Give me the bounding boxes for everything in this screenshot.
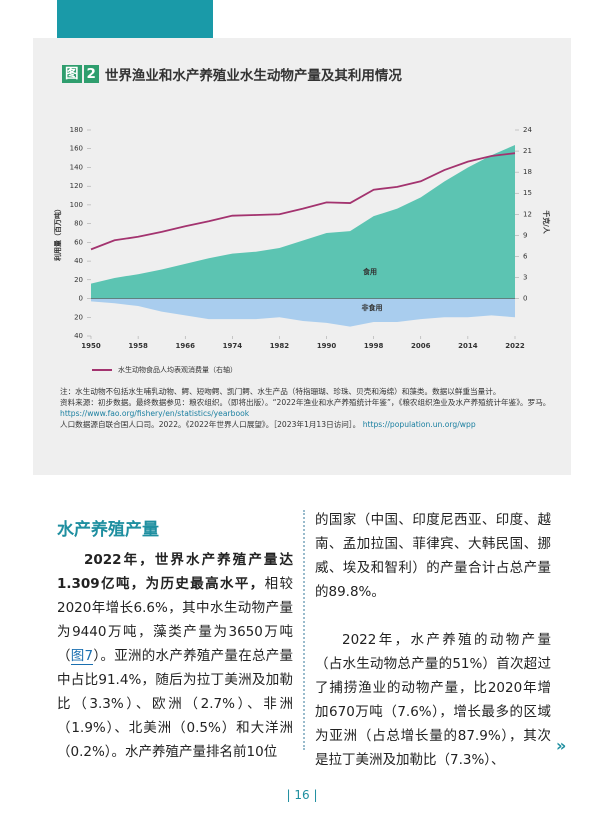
continue-arrow[interactable]: » [556,736,567,755]
y-tick-label: 140 [70,163,83,171]
paragraph: 2022年，水产养殖的动物产量（占水生动物总产量的51%）首次超过了捕捞渔业的动… [315,632,551,768]
y2-tick-label: 0 [523,295,527,303]
source: 人口数据源自联合国人口司。2022。《2022年世界人口展望》。［2023年1月… [60,419,560,430]
column: 的国家（中国、印度尼西亚、印度、越南、孟加拉国、菲律宾、大韩民国、挪威、埃及和智… [315,508,551,772]
y-axis-label: 利用量（百万吨） [53,205,62,261]
paragraph: 2022年，世界水产养殖产量达1.309亿吨，为历史最高水平，相较2020年增长… [57,548,293,764]
text: 相较2020年增长6.6%，其中水生动物产量为9440万吨，藻类产量为3650万… [57,576,294,664]
paragraph: 的国家（中国、印度尼西亚、印度、越南、孟加拉国、菲律宾、大韩民国、挪威、埃及和智… [315,512,551,600]
note: 注：水生动物不包括水生哺乳动物、鳄、短吻鳄、凯门鳄、水生产品（特指珊瑚、珍珠、贝… [60,387,501,396]
x-tick-label: 2022 [505,342,525,350]
y-tick-label: 80 [74,220,83,228]
y2-tick-label: 21 [523,147,532,155]
figure-label: 图 [62,65,82,83]
y2-tick-label: 3 [523,273,527,281]
area [91,298,515,327]
y-tick-label: 100 [70,201,83,209]
x-tick-label: 1966 [175,342,195,350]
y2-axis-label: 千克/人 [542,210,551,235]
notes: 注：水生动物不包括水生哺乳动物、鳄、短吻鳄、凯门鳄、水生产品（特指珊瑚、珍珠、贝… [60,386,560,430]
y2-tick-label: 6 [523,252,528,260]
y-tick-label: 40 [74,332,83,340]
page-number: | 16 | [286,788,318,802]
bold-text: 2022年，世界水产养殖产量达1.309亿吨，为历史最高水平， [57,552,293,592]
chart: 40 20 0 20 40 60 80 100 120 140 160 180 0 3 6 9 12 15 18 21… [53,126,551,374]
x-tick-label: 1950 [81,342,101,350]
y2-tick-label: 15 [523,189,532,197]
x-tick-label: 2014 [458,342,478,350]
x-tick-label: 1998 [364,342,384,350]
area-label: 食用 [362,267,377,276]
x-tick-label: 1974 [223,342,243,350]
area-label: 非食用 [362,303,383,312]
column-divider [303,510,305,750]
y2-tick-label: 24 [523,126,532,134]
y-tick-label: 40 [74,257,83,265]
x-tick-label: 1990 [317,342,337,350]
figure-link[interactable]: 图7 [70,648,94,665]
y-tick-label: 0 [79,295,83,303]
chart-title: 世界渔业和水产养殖业水生动物产量及其利用情况 [104,68,402,84]
section-heading: 水产养殖产量 [57,520,159,540]
x-tick-label: 1982 [270,342,290,350]
y2-tick-label: 9 [523,231,527,239]
source-text: 资料来源：初步数据。最终数据参见：粮农组织。（即将出版）。“2022年渔业和水产… [60,398,551,407]
source-text: 人口数据源自联合国人口司。2022。《2022年世界人口展望》。［2023年1月… [60,420,361,429]
x-tick-label: 1958 [128,342,148,350]
x-tick-label: 2006 [411,342,431,350]
y-tick-label: 120 [70,182,83,190]
y-tick-label: 20 [74,313,83,321]
source: 资料来源：初步数据。最终数据参见：粮农组织。（即将出版）。“2022年渔业和水产… [60,397,560,419]
header-bar [57,0,213,38]
source-url: https://www.fao.org/fishery/en/statistic… [60,409,250,418]
figure-number: 2 [83,65,99,83]
figure-title: 图 2 世界渔业和水产养殖业水生动物产量及其利用情况 [62,64,402,84]
y-tick-label: 20 [74,276,83,284]
y-tick-label: 160 [70,145,83,153]
y2-tick-label: 12 [523,210,532,218]
y-tick-label: 60 [74,238,83,246]
source-url: https://population.un.org/wpp [362,420,476,429]
y2-tick-label: 18 [523,168,532,176]
legend-label: 水生动物食品人均表观消费量（右轴） [118,365,237,374]
area [91,144,515,299]
y-tick-label: 180 [70,126,83,134]
line [90,152,516,251]
text: ）。亚洲的水产养殖产量在总产量中占比91.4%，随后为拉丁美洲及加勒比（3.3%… [57,648,294,760]
